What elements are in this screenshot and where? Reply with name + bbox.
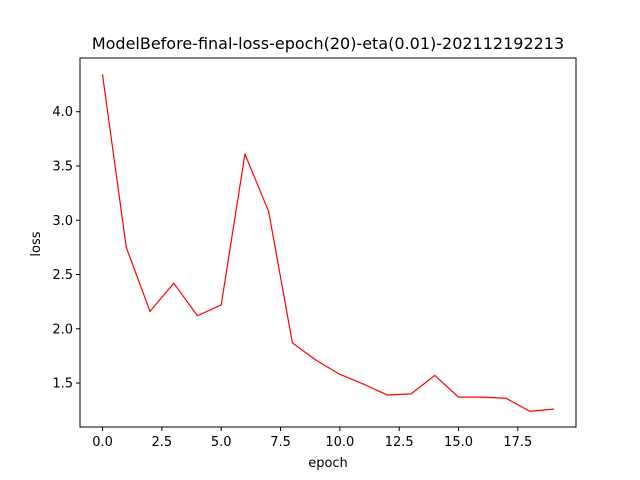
y-tick-label: 2.5: [52, 268, 73, 283]
data-point: [173, 282, 175, 284]
y-axis-ticks: 1.5 2.0 2.5 3.0 3.5 4.0: [52, 105, 80, 392]
data-point: [291, 342, 293, 344]
x-tick-label: 7.5: [270, 435, 291, 450]
data-point: [244, 153, 246, 155]
y-tick-label: 3.5: [52, 159, 73, 174]
data-point: [339, 373, 341, 375]
series-line-0: [101, 74, 554, 412]
data-point: [363, 383, 365, 385]
x-tick-label: 0.0: [92, 435, 113, 450]
y-tick-label: 2.0: [52, 322, 73, 337]
data-point: [268, 210, 270, 213]
plot-frame: [79, 57, 577, 428]
y-tick-label: 1.5: [52, 377, 73, 392]
x-axis-ticks: 0.0 2.5 5.0 7.5 10.0 12.5 15.0 17.5: [92, 427, 532, 450]
data-point: [529, 410, 531, 412]
x-tick-label: 10.0: [325, 435, 354, 450]
y-tick-label: 4.0: [52, 105, 73, 120]
data-point: [125, 246, 127, 248]
data-point: [457, 396, 460, 398]
x-tick-label: 12.5: [385, 435, 414, 450]
data-point: [101, 74, 104, 76]
x-axis-label: epoch: [308, 456, 348, 471]
data-point: [410, 393, 412, 395]
plot-area: [101, 74, 555, 412]
data-point: [386, 394, 388, 396]
data-point: [149, 310, 151, 313]
data-point: [505, 397, 507, 399]
data-point: [315, 359, 317, 361]
chart-title: ModelBefore-final-loss-epoch(20)-eta(0.0…: [92, 34, 564, 53]
x-tick-label: 2.5: [152, 435, 173, 450]
x-tick-label: 5.0: [211, 435, 232, 450]
x-tick-label: 17.5: [503, 435, 532, 450]
y-axis-label: loss: [29, 231, 44, 256]
data-point: [220, 304, 222, 306]
data-point: [481, 396, 483, 398]
data-point: [552, 408, 555, 410]
x-tick-label: 15.0: [444, 435, 473, 450]
data-point: [196, 315, 199, 317]
y-tick-label: 3.0: [52, 214, 73, 229]
data-point: [434, 374, 436, 377]
